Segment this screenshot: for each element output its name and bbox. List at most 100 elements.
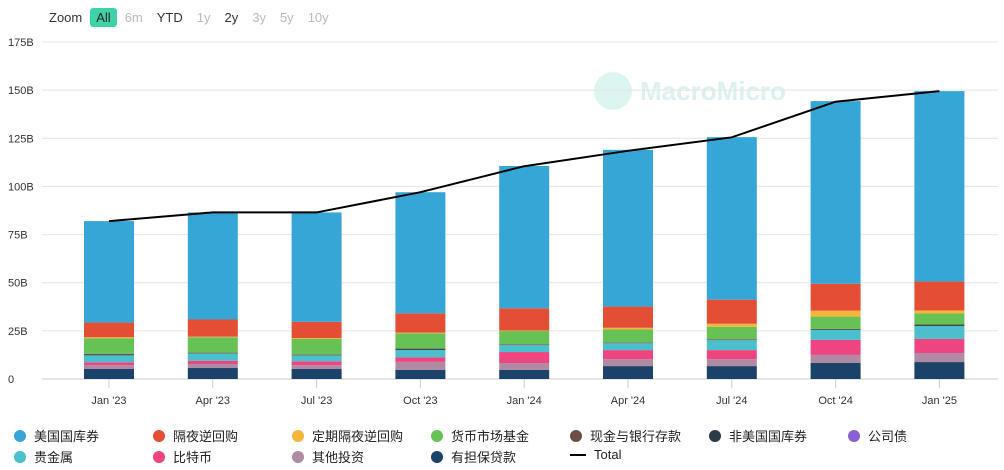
bar-segment[interactable] [187, 360, 238, 364]
bar-segment[interactable] [84, 368, 134, 379]
legend-item[interactable]: 其他投资 [292, 447, 364, 466]
bar-segment[interactable] [603, 327, 653, 330]
bar-segment[interactable] [499, 331, 550, 345]
bar-segment[interactable] [810, 329, 861, 340]
bar-segment[interactable] [499, 345, 550, 353]
bar-segment[interactable] [291, 355, 342, 362]
bar-segment[interactable] [291, 354, 342, 355]
bar-segment[interactable] [395, 369, 446, 379]
bar-segment[interactable] [187, 368, 238, 379]
bar-segment[interactable] [499, 330, 550, 332]
bar-segment[interactable] [395, 333, 446, 349]
legend-item[interactable]: Total [570, 447, 621, 462]
zoom-button-5y[interactable]: 5y [279, 10, 294, 25]
bar-segment[interactable] [84, 338, 134, 354]
zoom-button-10y[interactable]: 10y [307, 10, 329, 25]
bar-segment[interactable] [395, 349, 446, 358]
bar-segment[interactable] [810, 283, 861, 311]
bar-segment[interactable] [291, 321, 342, 338]
bar-segment[interactable] [84, 221, 134, 323]
bar-segment[interactable] [914, 91, 965, 282]
bar-segment[interactable] [706, 326, 757, 340]
bar-segment[interactable] [810, 316, 861, 329]
zoom-button-2y[interactable]: 2y [224, 10, 239, 25]
bar-segment[interactable] [291, 337, 342, 339]
bar-segment[interactable] [395, 313, 446, 333]
bar-segment[interactable] [603, 149, 653, 307]
legend-item[interactable]: 现金与银行存款 [570, 426, 681, 445]
bar-segment[interactable] [84, 337, 134, 339]
bar-segment[interactable] [603, 343, 653, 351]
bar-segment[interactable] [395, 192, 446, 314]
bar-segment[interactable] [499, 308, 550, 331]
bar-segment[interactable] [84, 355, 134, 363]
bar-segment[interactable] [291, 368, 342, 379]
bar-segment[interactable] [706, 299, 757, 324]
bar-segment[interactable] [291, 338, 342, 355]
bar-segment[interactable] [914, 281, 965, 311]
bar-segment[interactable] [706, 323, 757, 327]
bar-segment[interactable] [499, 369, 550, 379]
legend-item[interactable]: 定期隔夜逆回购 [292, 426, 403, 445]
bar-segment[interactable] [84, 322, 134, 338]
bar-segment[interactable] [706, 366, 757, 379]
legend-item[interactable]: 公司债 [848, 426, 907, 445]
bar-segment[interactable] [187, 337, 238, 353]
bar-segment[interactable] [499, 363, 550, 370]
legend-item[interactable]: 贵金属 [14, 447, 73, 466]
bar-segment[interactable] [84, 362, 134, 366]
legend-item[interactable]: 比特币 [153, 447, 212, 466]
bar-segment[interactable] [395, 348, 446, 349]
bar-segment[interactable] [914, 324, 965, 326]
bar-segment[interactable] [810, 339, 861, 355]
bar-segment[interactable] [499, 344, 550, 345]
zoom-button-all[interactable]: All [90, 8, 117, 27]
bar-segment[interactable] [603, 306, 653, 328]
bar-segment[interactable] [603, 366, 653, 379]
bar-segment[interactable] [603, 342, 653, 343]
bar-segment[interactable] [395, 332, 446, 334]
bar-segment[interactable] [187, 352, 238, 354]
zoom-button-6m[interactable]: 6m [124, 10, 143, 25]
bar-segment[interactable] [706, 339, 757, 340]
bar-segment[interactable] [187, 319, 238, 337]
zoom-button-3y[interactable]: 3y [252, 10, 266, 25]
bar-segment[interactable] [84, 354, 134, 356]
bar-segment[interactable] [84, 353, 134, 355]
bar-segment[interactable] [914, 313, 965, 325]
zoom-button-1y[interactable]: 1y [196, 10, 211, 25]
bar-segment[interactable] [291, 365, 342, 369]
bar-segment[interactable] [187, 363, 238, 369]
bar-segment[interactable] [187, 336, 238, 338]
bar-segment[interactable] [914, 325, 965, 327]
bar-segment[interactable] [603, 359, 653, 367]
bar-segment[interactable] [810, 363, 861, 379]
legend-item[interactable]: 有担保贷款 [431, 447, 516, 466]
bar-segment[interactable] [706, 350, 757, 360]
bar-segment[interactable] [291, 212, 342, 322]
bar-segment[interactable] [810, 101, 861, 284]
bar-segment[interactable] [706, 340, 757, 351]
bar-segment[interactable] [603, 329, 653, 343]
bar-segment[interactable] [291, 361, 342, 366]
zoom-button-ytd[interactable]: YTD [156, 10, 183, 25]
bar-segment[interactable] [810, 354, 861, 364]
bar-segment[interactable] [706, 137, 757, 300]
bar-segment[interactable] [914, 326, 965, 339]
legend-item[interactable]: 美国国库券 [14, 426, 99, 445]
bar-segment[interactable] [706, 359, 757, 367]
bar-segment[interactable] [914, 362, 965, 379]
bar-segment[interactable] [395, 348, 446, 350]
bar-segment[interactable] [187, 212, 238, 320]
bar-segment[interactable] [187, 353, 238, 361]
bar-segment[interactable] [395, 357, 446, 362]
bar-segment[interactable] [810, 328, 861, 330]
bar-segment[interactable] [603, 350, 653, 360]
bar-segment[interactable] [84, 365, 134, 369]
bar-segment[interactable] [499, 352, 550, 364]
bar-segment[interactable] [499, 166, 550, 309]
legend-item[interactable]: 隔夜逆回购 [153, 426, 238, 445]
bar-segment[interactable] [395, 361, 446, 370]
bar-segment[interactable] [914, 338, 965, 354]
bar-segment[interactable] [914, 353, 965, 363]
